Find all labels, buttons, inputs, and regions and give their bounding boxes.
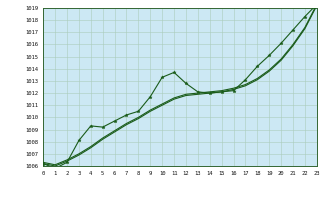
- Text: Graphe pression niveau de la mer (hPa): Graphe pression niveau de la mer (hPa): [58, 184, 262, 193]
